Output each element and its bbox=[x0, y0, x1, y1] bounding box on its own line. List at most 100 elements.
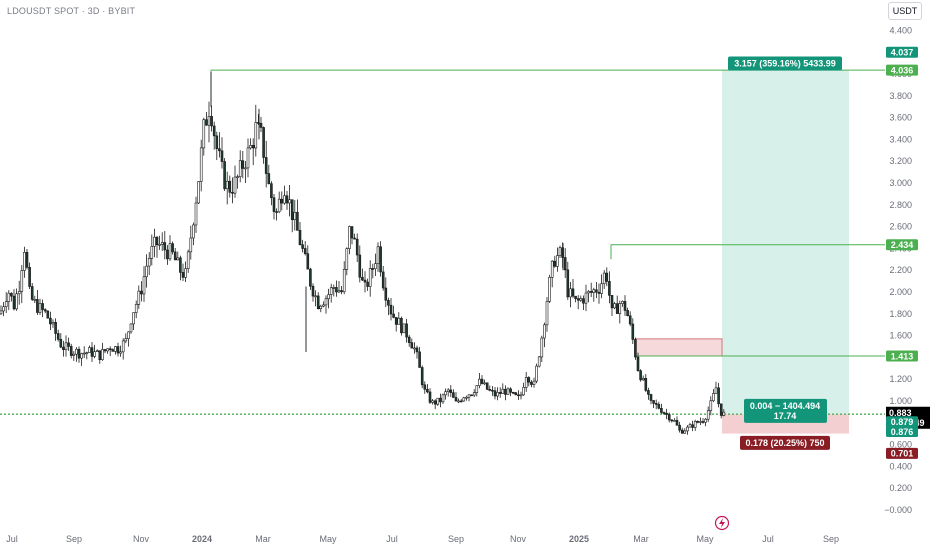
candle-body bbox=[543, 324, 546, 339]
candle-body bbox=[54, 322, 57, 334]
candle-body bbox=[623, 301, 627, 311]
candle-body bbox=[264, 157, 268, 174]
candle bbox=[446, 388, 450, 397]
candle-body bbox=[119, 351, 122, 354]
candle-body bbox=[501, 388, 505, 394]
currency-unit-button[interactable]: USDT bbox=[888, 2, 922, 20]
price-axis[interactable]: 4.4004.2004.0003.8003.6003.4003.2003.000… bbox=[884, 25, 912, 515]
candle-body bbox=[59, 339, 63, 348]
candle-body bbox=[436, 397, 440, 405]
candle-body bbox=[636, 356, 640, 372]
candle-body bbox=[267, 173, 271, 184]
candle-body bbox=[238, 160, 242, 177]
price-tick-label: 3.000 bbox=[889, 178, 912, 188]
candle-body bbox=[426, 388, 429, 393]
candle-body bbox=[496, 392, 499, 397]
candle bbox=[101, 342, 104, 361]
candle-body bbox=[662, 412, 666, 414]
candle-body bbox=[639, 370, 642, 381]
resistance-box bbox=[635, 338, 723, 357]
time-tick-label: Sep bbox=[66, 534, 82, 544]
candle bbox=[275, 208, 278, 221]
time-axis[interactable]: Jul Sep Nov 2024 Mar May Jul Sep Nov 2025 Mar May Ju… bbox=[6, 534, 839, 544]
candle bbox=[163, 231, 167, 260]
candle-body bbox=[545, 301, 549, 326]
candle-body bbox=[280, 198, 284, 204]
candle bbox=[36, 289, 39, 315]
candle bbox=[509, 387, 512, 397]
candle-body bbox=[181, 272, 185, 278]
candle bbox=[649, 393, 653, 405]
price-tick-label: 3.400 bbox=[889, 134, 912, 144]
candle-body bbox=[293, 211, 297, 221]
candle bbox=[371, 263, 375, 279]
candle bbox=[462, 396, 466, 402]
candle bbox=[348, 225, 351, 255]
candle-body bbox=[316, 295, 320, 310]
candle-body bbox=[524, 377, 528, 388]
candle bbox=[488, 385, 492, 392]
candle bbox=[335, 280, 338, 297]
candle-body bbox=[246, 147, 250, 169]
candle-body bbox=[553, 260, 557, 267]
candle bbox=[106, 348, 109, 354]
candle-body bbox=[184, 268, 187, 278]
candle bbox=[589, 282, 593, 298]
candle-body bbox=[641, 378, 645, 381]
candle bbox=[712, 389, 715, 403]
lightning-icon[interactable] bbox=[714, 515, 730, 531]
candle bbox=[605, 267, 609, 287]
candle-body bbox=[288, 199, 291, 204]
candle-body bbox=[223, 161, 226, 190]
candle bbox=[384, 277, 388, 307]
candle-body bbox=[712, 393, 715, 402]
candle bbox=[678, 421, 681, 433]
candle bbox=[20, 264, 24, 304]
candle bbox=[293, 200, 297, 231]
candle-body bbox=[631, 323, 635, 340]
candle bbox=[223, 158, 226, 191]
candle bbox=[475, 385, 479, 397]
candle-body bbox=[67, 342, 70, 347]
candle bbox=[54, 318, 57, 341]
candle bbox=[246, 138, 250, 178]
candle bbox=[498, 387, 502, 398]
candle bbox=[472, 389, 476, 398]
candle bbox=[657, 401, 661, 410]
candle bbox=[38, 298, 42, 315]
candle-body bbox=[410, 342, 414, 349]
candle-body bbox=[72, 353, 76, 356]
candle bbox=[394, 317, 398, 332]
candle-body bbox=[335, 287, 338, 293]
candle-body bbox=[467, 394, 471, 398]
candle-body bbox=[319, 305, 323, 310]
candle-body bbox=[600, 283, 603, 294]
candle bbox=[51, 319, 55, 328]
candle-body bbox=[101, 349, 104, 360]
candle-body bbox=[605, 272, 609, 282]
candle-body bbox=[303, 248, 307, 254]
candle-body bbox=[519, 394, 523, 397]
time-tick-label: 2024 bbox=[192, 534, 212, 544]
candle bbox=[543, 322, 546, 348]
candle bbox=[483, 379, 486, 386]
candle-body bbox=[244, 167, 247, 170]
candle-body bbox=[673, 420, 676, 422]
candle bbox=[654, 399, 658, 410]
candle-body bbox=[379, 246, 382, 273]
candle-body bbox=[644, 378, 648, 391]
candle-body bbox=[160, 242, 164, 245]
level-label-0-701-text: 0.701 bbox=[891, 449, 914, 459]
candle-body bbox=[387, 299, 390, 306]
candle bbox=[181, 263, 185, 281]
time-tick-label: Sep bbox=[448, 534, 464, 544]
entry-stats-line2: 17.74 bbox=[774, 411, 797, 421]
candle-body bbox=[228, 180, 232, 193]
candle-body bbox=[241, 160, 245, 169]
candle bbox=[218, 132, 221, 158]
candle bbox=[12, 289, 16, 311]
candle bbox=[623, 295, 627, 316]
candle-body bbox=[277, 198, 281, 213]
candle bbox=[667, 412, 671, 423]
